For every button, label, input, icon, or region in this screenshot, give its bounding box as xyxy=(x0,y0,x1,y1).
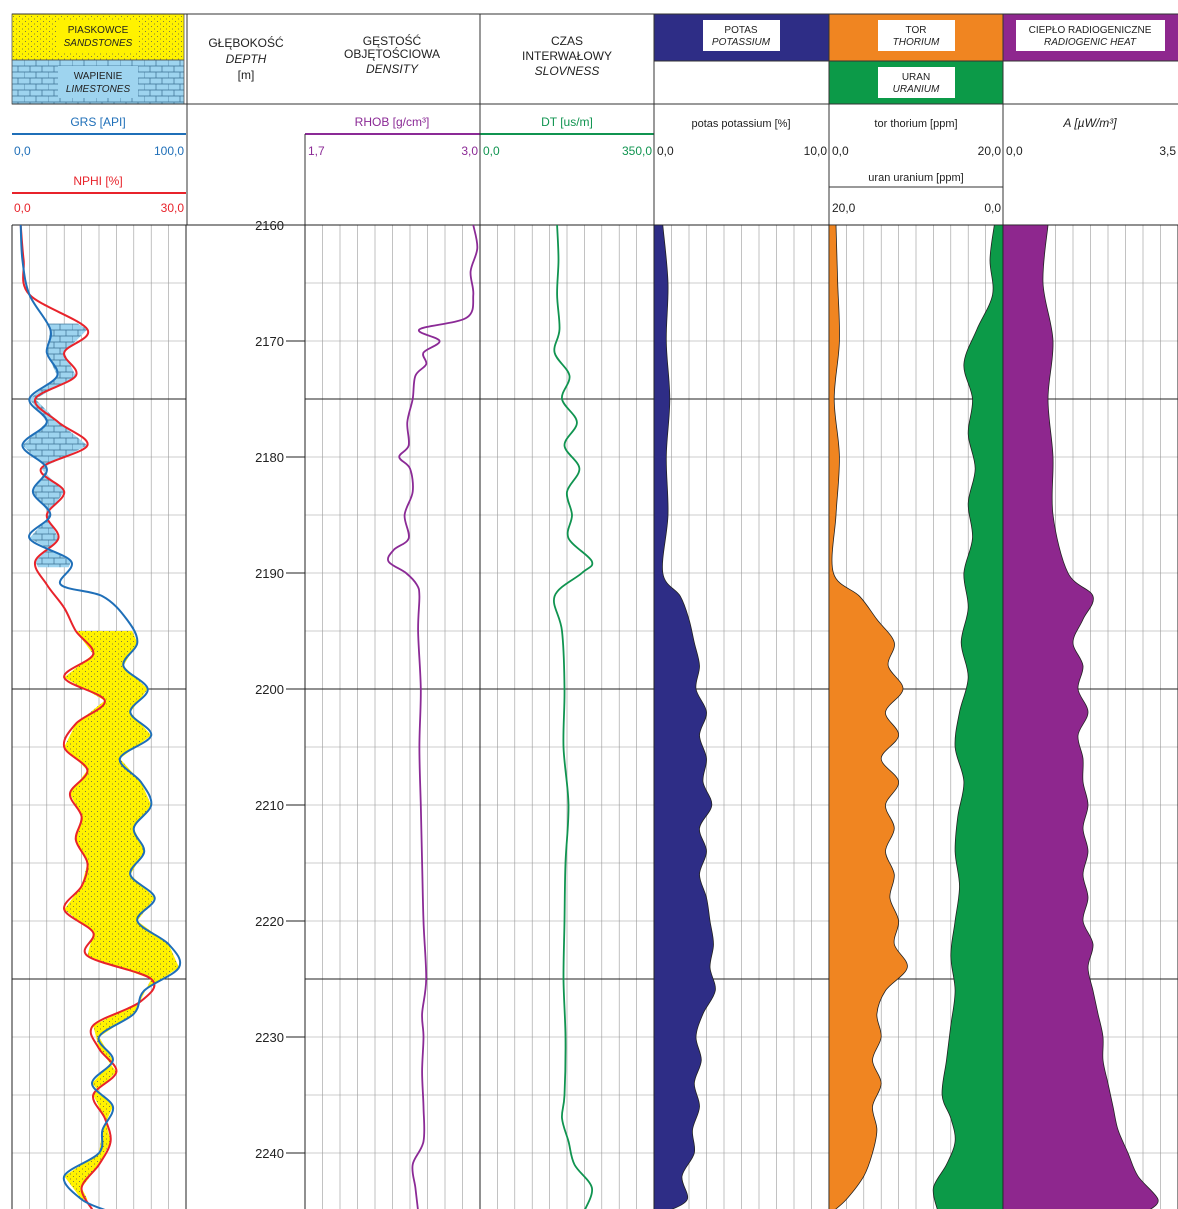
potassium-header-pl: POTAS xyxy=(724,25,757,36)
thorium-header-pl: TOR xyxy=(906,25,927,36)
sandstone-legend-label-pl: PIASKOWCE xyxy=(68,25,129,36)
uranium-header-pl: URAN xyxy=(902,72,930,83)
uranium-range-max: 0,0 xyxy=(984,201,1001,215)
rhob-curve xyxy=(387,225,479,1209)
depth-header-unit: [m] xyxy=(238,68,255,82)
nphi-curve xyxy=(19,225,156,1209)
density-header-pl-2: OBJĘTOŚCIOWA xyxy=(344,46,440,61)
potassium-range-max: 10,0 xyxy=(804,144,828,158)
depth-tick-label: 2210 xyxy=(255,798,284,813)
grs-range-min: 0,0 xyxy=(14,144,31,158)
uranium-range-min: 20,0 xyxy=(832,201,856,215)
grs-curve-label: GRS [API] xyxy=(70,115,125,129)
thorium-curve-label: tor thorium [ppm] xyxy=(874,118,957,130)
depth-tick-label: 2160 xyxy=(255,218,284,233)
thorium-range-min: 0,0 xyxy=(832,144,849,158)
depth-axis: 2160 2170 2180 2190 2200 2210 2220 2230 2240 xyxy=(255,218,305,1161)
dt-curve-label: DT [us/m] xyxy=(541,115,593,129)
limestone-legend-label-pl: WAPIENIE xyxy=(74,71,123,82)
thorium-range-max: 20,0 xyxy=(978,144,1002,158)
potassium-range-min: 0,0 xyxy=(657,144,674,158)
slowness-track-grid xyxy=(479,224,655,1209)
thorium-header-en: THORIUM xyxy=(893,37,940,48)
depth-tick-label: 2240 xyxy=(255,1146,284,1161)
dt-curve xyxy=(553,225,594,1209)
potassium-area xyxy=(653,224,716,1209)
potassium-header-en: POTASSIUM xyxy=(712,37,771,48)
nphi-curve-label: NPHI [%] xyxy=(73,174,122,188)
depth-tick-label: 2180 xyxy=(255,450,284,465)
heat-range-min: 0,0 xyxy=(1006,144,1023,158)
potassium-curve-label: potas potassium [%] xyxy=(691,118,790,130)
heat-curve-label: A [µW/m³] xyxy=(1062,116,1117,130)
rhob-range-max: 3,0 xyxy=(461,144,478,158)
depth-tick-label: 2190 xyxy=(255,566,284,581)
density-header-en: DENSITY xyxy=(366,62,419,76)
density-track-grid xyxy=(304,224,481,1209)
slowness-header-pl-2: INTERWAŁOWY xyxy=(522,49,612,63)
depth-header-en: DEPTH xyxy=(226,52,267,66)
nphi-range-min: 0,0 xyxy=(14,201,31,215)
rhob-range-min: 1,7 xyxy=(308,144,325,158)
heat-header-pl: CIEPŁO RADIOGENICZNE xyxy=(1029,25,1152,36)
grs-range-max: 100,0 xyxy=(154,144,184,158)
chart-header: PIASKOWCE SANDSTONES WAPIENIE LIMESTONES… xyxy=(11,13,1178,225)
depth-tick-label: 2230 xyxy=(255,1030,284,1045)
slowness-header-en: SLOVNESS xyxy=(535,64,600,78)
sandstone-fill xyxy=(64,631,179,1200)
slowness-header-pl-1: CZAS xyxy=(551,34,583,48)
sandstone-legend-label-en: SANDSTONES xyxy=(64,38,133,49)
dt-range-max: 350,0 xyxy=(622,144,652,158)
uranium-curve-label: uran uranium [ppm] xyxy=(868,172,963,184)
uranium-header-en: URANIUM xyxy=(893,84,940,95)
dt-range-min: 0,0 xyxy=(483,144,500,158)
depth-tick-label: 2220 xyxy=(255,914,284,929)
log-curves xyxy=(19,224,1159,1209)
limestone-fill xyxy=(22,323,88,568)
heat-header-en: RADIOGENIC HEAT xyxy=(1044,37,1137,48)
grs-curve xyxy=(19,225,182,1209)
heat-range-max: 3,5 xyxy=(1159,144,1176,158)
thorium-area xyxy=(828,224,908,1209)
rhob-curve-label: RHOB [g/cm³] xyxy=(355,115,430,129)
uranium-area xyxy=(932,224,1004,1209)
depth-tick-label: 2170 xyxy=(255,334,284,349)
density-header-pl-1: GĘSTOŚĆ xyxy=(363,33,422,48)
depth-tick-label: 2200 xyxy=(255,682,284,697)
nphi-range-max: 30,0 xyxy=(161,201,185,215)
heat-area xyxy=(1002,224,1159,1209)
depth-header-pl: GŁĘBOKOŚĆ xyxy=(208,35,284,50)
lithology-fills xyxy=(22,323,179,1200)
limestone-legend-label-en: LIMESTONES xyxy=(66,84,131,95)
